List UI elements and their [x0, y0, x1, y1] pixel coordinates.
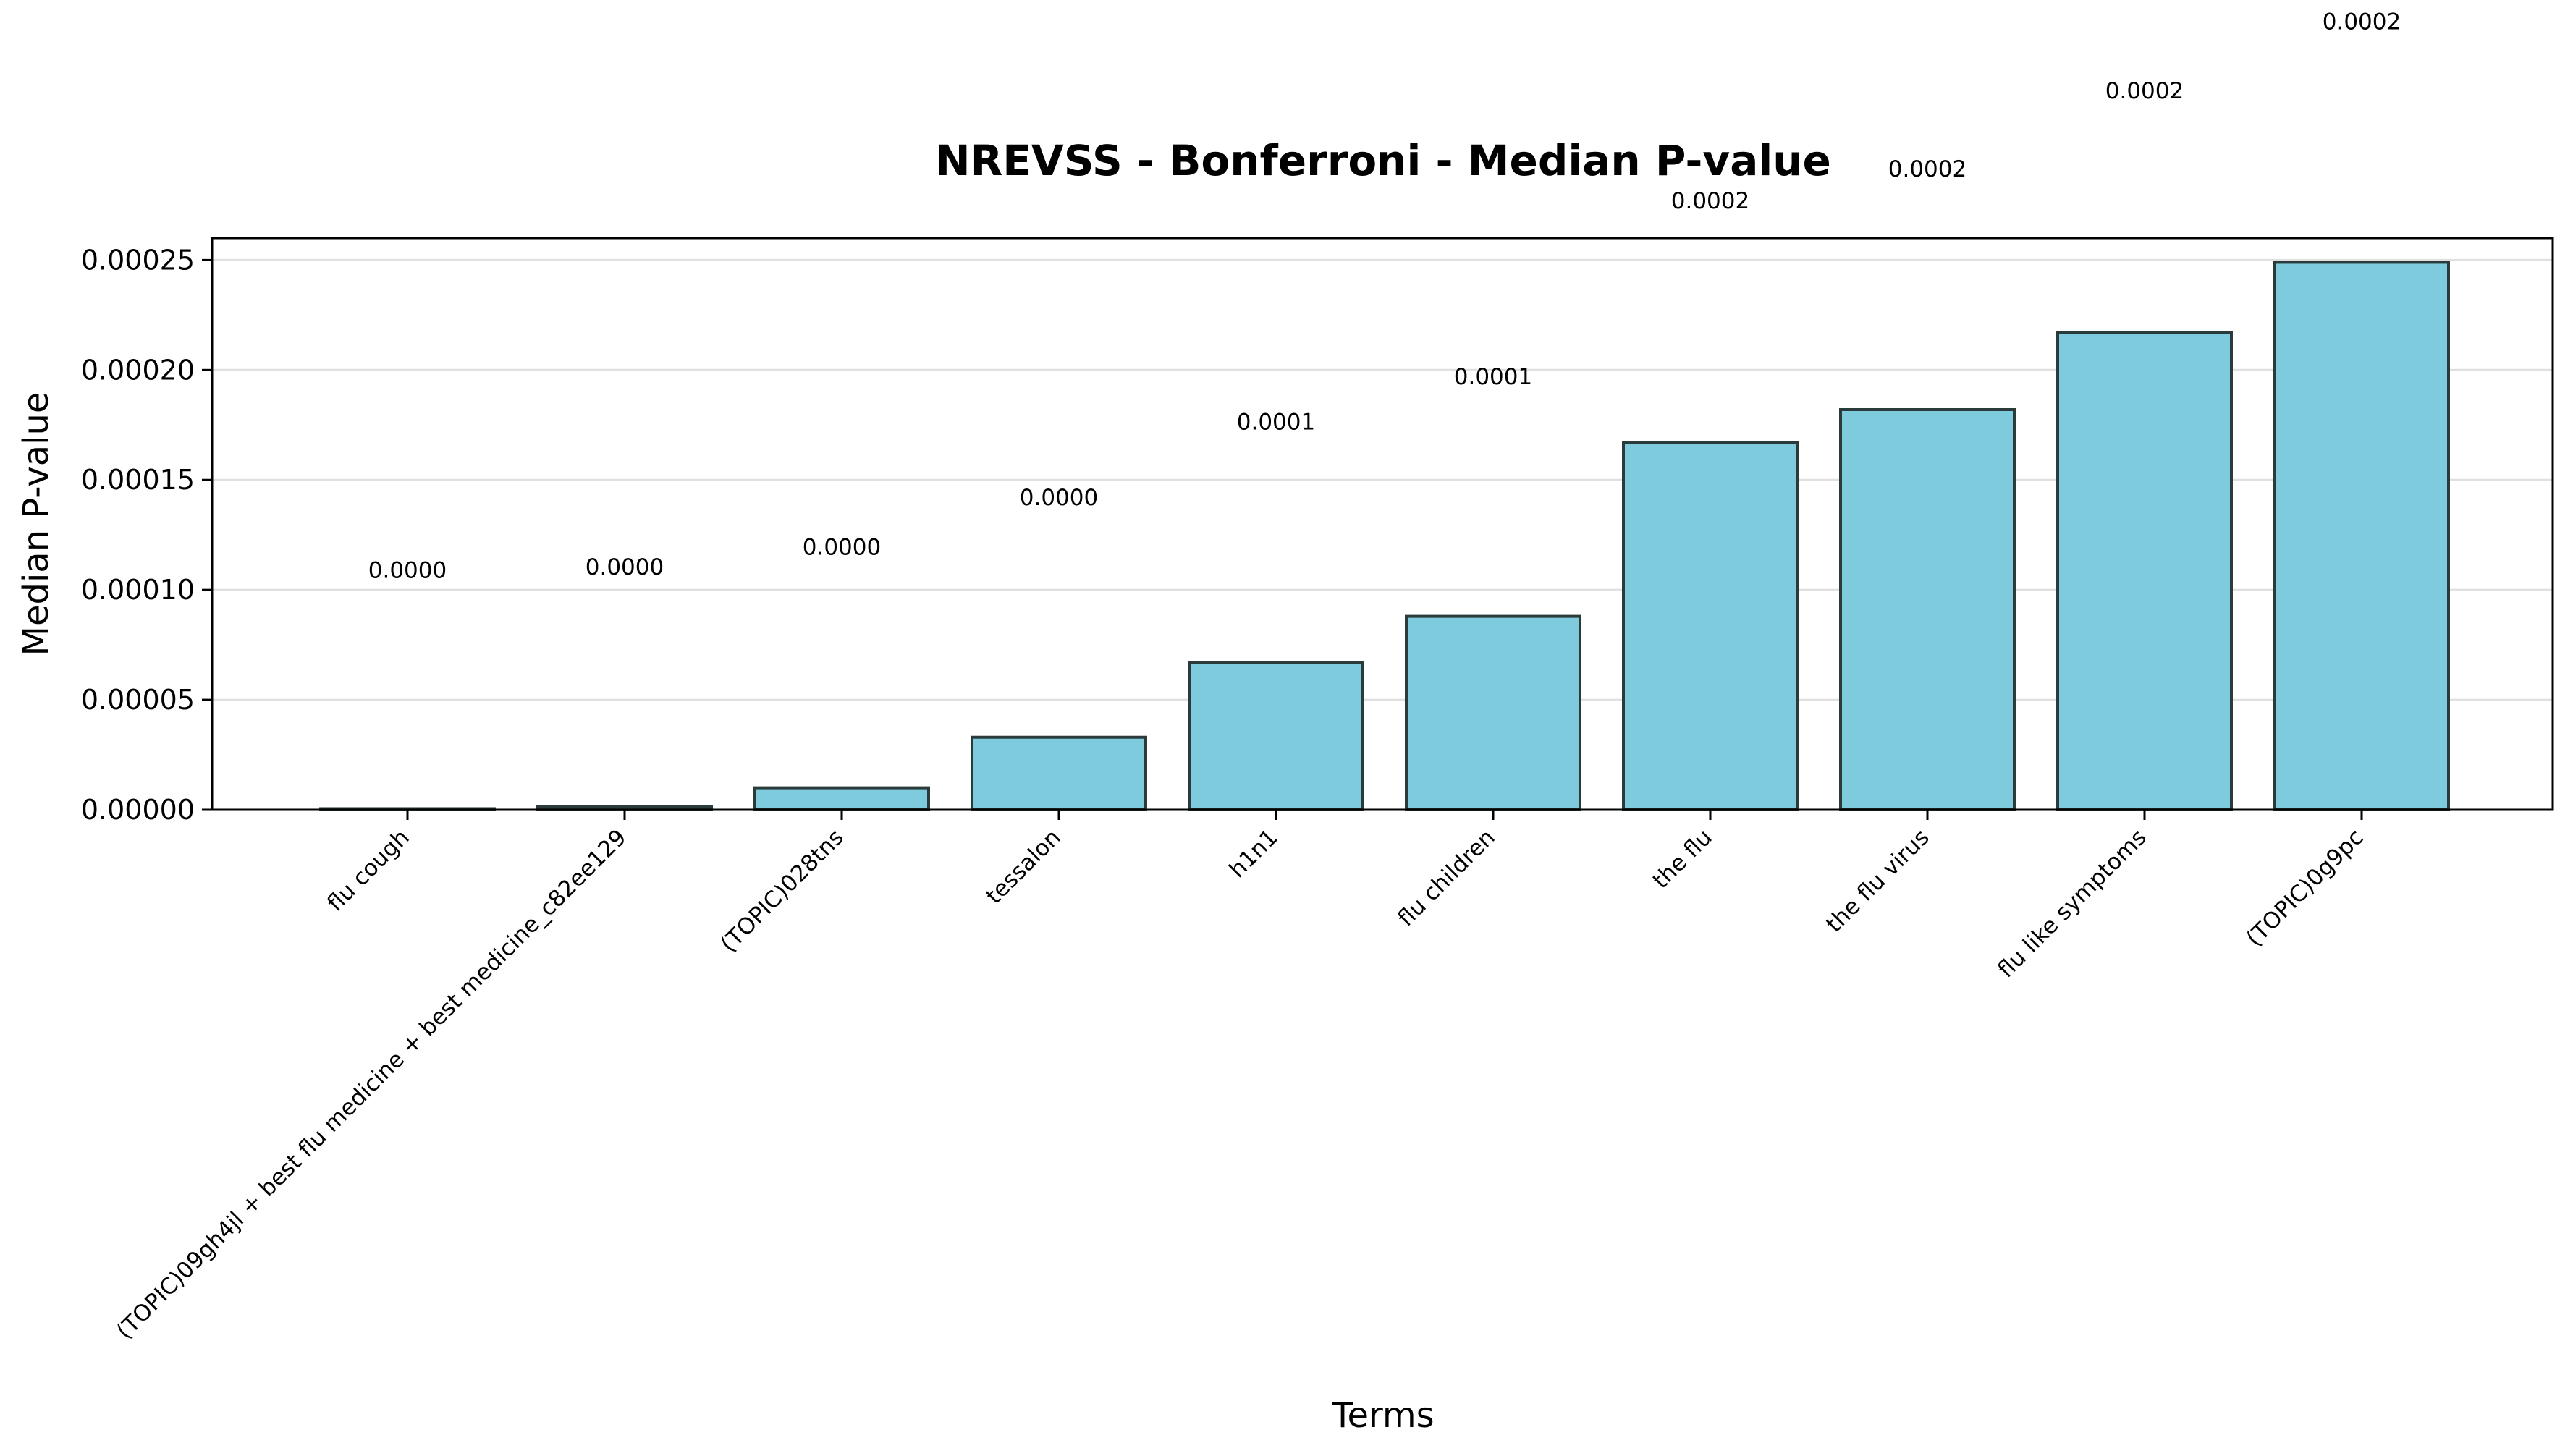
y-tick-label: 0.00000 — [81, 794, 195, 826]
x-tick-label: h1n1 — [1225, 824, 1283, 883]
data-label: 0.0000 — [368, 557, 447, 583]
y-tick-label: 0.00005 — [81, 684, 195, 716]
x-tick-label: the flu — [1648, 824, 1718, 894]
data-label: 0.0000 — [586, 554, 664, 580]
x-tick-label: (TOPIC)09gh4jl + best flu medicine + bes… — [111, 824, 632, 1345]
data-labels: 0.0000 0.0000 0.0000 0.0000 0.0001 0.0001 0.00… — [368, 9, 2401, 583]
x-tick-label: tessalon — [981, 824, 1065, 909]
plot-frame — [211, 237, 2554, 811]
bar — [2056, 331, 2233, 811]
data-label: 0.0001 — [1237, 409, 1315, 435]
data-label: 0.0002 — [2323, 9, 2401, 35]
y-axis-label: Median P-value — [16, 392, 56, 656]
x-tick-label: (TOPIC)0g9pc — [2242, 824, 2369, 952]
chart-title: NREVSS - Bonferroni - Median P-value — [935, 136, 1831, 185]
bar — [1405, 614, 1581, 811]
data-label: 0.0000 — [803, 535, 881, 561]
x-tick-label: the flu virus — [1821, 824, 1934, 937]
y-tick-label: 0.00020 — [81, 354, 195, 386]
bars — [319, 261, 2450, 812]
x-tick-label: flu cough — [322, 824, 414, 916]
data-label: 0.0002 — [1671, 188, 1749, 214]
bar — [2273, 261, 2450, 811]
x-tick-label: flu children — [1393, 824, 1500, 931]
bar — [1622, 441, 1799, 811]
x-tick-label: flu like symptoms — [1993, 824, 2152, 983]
y-axis: 0.00000 0.00005 0.00010 0.00015 0.00020 0.000… — [81, 244, 212, 826]
bar — [1188, 661, 1364, 812]
bar — [1839, 408, 2016, 811]
data-label: 0.0002 — [2105, 78, 2184, 104]
y-tick-label: 0.00025 — [81, 244, 195, 276]
y-tick-label: 0.00015 — [81, 464, 195, 496]
x-tick-label: (TOPIC)028tns — [716, 824, 849, 957]
bar — [753, 786, 930, 811]
bar — [971, 735, 1147, 812]
data-label: 0.0001 — [1454, 364, 1532, 390]
y-tick-label: 0.00010 — [81, 574, 195, 606]
data-label: 0.0000 — [1020, 485, 1098, 511]
x-axis-label: Terms — [1331, 1395, 1434, 1436]
data-label: 0.0002 — [1888, 156, 1966, 182]
x-axis: flu cough(TOPIC)09gh4jl + best flu medic… — [111, 810, 2369, 1345]
